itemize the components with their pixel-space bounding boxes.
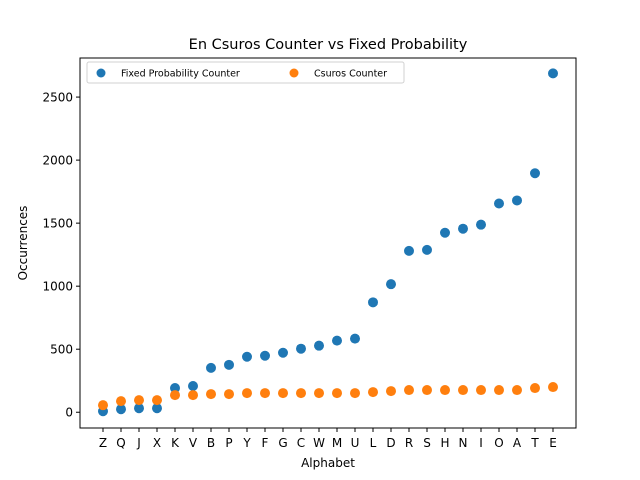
x-tick-label: U [351,436,360,450]
data-point [260,388,270,399]
data-point [188,381,198,392]
series-0 [98,68,558,417]
x-tick-label: Q [116,436,125,450]
y-tick-label: 1000 [42,280,73,294]
x-tick-label: L [370,436,377,450]
x-tick-label: G [278,436,287,450]
x-tick-label: E [549,436,557,450]
x-tick-label: O [494,436,503,450]
data-point [440,385,450,396]
legend-box [86,61,405,84]
data-point [368,297,378,308]
data-point [386,386,396,397]
data-point [296,388,306,399]
x-tick-label: T [530,436,539,450]
data-point [206,389,216,400]
data-point [350,333,360,344]
data-point [170,383,180,394]
legend-marker-fixed-probability [96,68,106,78]
x-tick-label: Z [99,436,107,450]
x-tick-label: H [440,436,449,450]
data-point [548,68,558,79]
data-point [332,335,342,346]
data-point [494,385,504,396]
x-tick-label: F [262,436,269,450]
x-tick-label: R [405,436,413,450]
data-point [116,404,126,415]
y-tick-label: 2500 [42,91,73,105]
y-axis: 0 500 1000 1500 2000 2500 [42,91,80,420]
data-point [278,388,288,399]
data-point [224,359,234,370]
data-point [512,195,522,206]
plot-area [79,57,577,429]
series-1 [98,382,558,411]
legend-label-fixed-probability: Fixed Probability Counter [121,69,240,80]
x-tick-label: Y [242,436,251,450]
x-tick-label: K [171,436,180,450]
x-tick-label: D [386,436,395,450]
data-point [314,388,324,399]
data-point [278,347,288,358]
x-tick-label: B [207,436,215,450]
data-point [350,388,360,399]
data-point [332,388,342,399]
data-point [296,343,306,354]
data-point [134,403,144,414]
x-tick-label: C [297,436,305,450]
x-tick-label: M [332,436,342,450]
data-point [260,350,270,361]
data-point [440,227,450,238]
x-tick-label: X [153,436,161,450]
y-tick-label: 500 [50,343,73,357]
data-point [404,385,414,396]
data-point [134,395,144,406]
data-point [512,385,522,396]
x-tick-label: S [423,436,431,450]
data-point [116,396,126,407]
data-points [98,68,558,417]
data-point [422,244,432,255]
x-tick-label: A [513,436,522,450]
data-point [530,168,540,179]
legend-marker-csuros [289,68,299,78]
data-point [206,362,216,373]
data-point [476,219,486,230]
data-point [458,223,468,234]
y-axis-label: Occurrences [16,206,30,281]
x-tick-label: J [136,436,141,450]
data-point [188,390,198,401]
data-point [530,383,540,394]
data-point [368,387,378,398]
data-point [224,389,234,400]
x-tick-label: W [313,436,325,450]
x-tick-label: N [459,436,468,450]
x-tick-label: V [189,436,198,450]
data-point [422,385,432,396]
chart-title: En Csuros Counter vs Fixed Probability [189,37,468,53]
data-point [458,385,468,396]
x-tick-label: I [479,436,483,450]
data-point [404,245,414,256]
x-tick-label: P [225,436,232,450]
legend: Fixed Probability Counter Csuros Counter [86,61,405,84]
data-point [386,279,396,290]
data-point [314,340,324,351]
data-point [476,385,486,396]
data-point [152,403,162,414]
data-point [242,388,252,399]
data-point [152,395,162,406]
data-point [494,198,504,209]
y-tick-label: 0 [65,406,73,420]
data-point [242,351,252,362]
legend-label-csuros: Csuros Counter [314,69,387,80]
data-point [98,400,108,411]
y-tick-label: 2000 [42,154,73,168]
data-point [170,390,180,401]
y-tick-label: 1500 [42,217,73,231]
data-point [548,382,558,393]
x-axis-label: Alphabet [301,456,355,470]
